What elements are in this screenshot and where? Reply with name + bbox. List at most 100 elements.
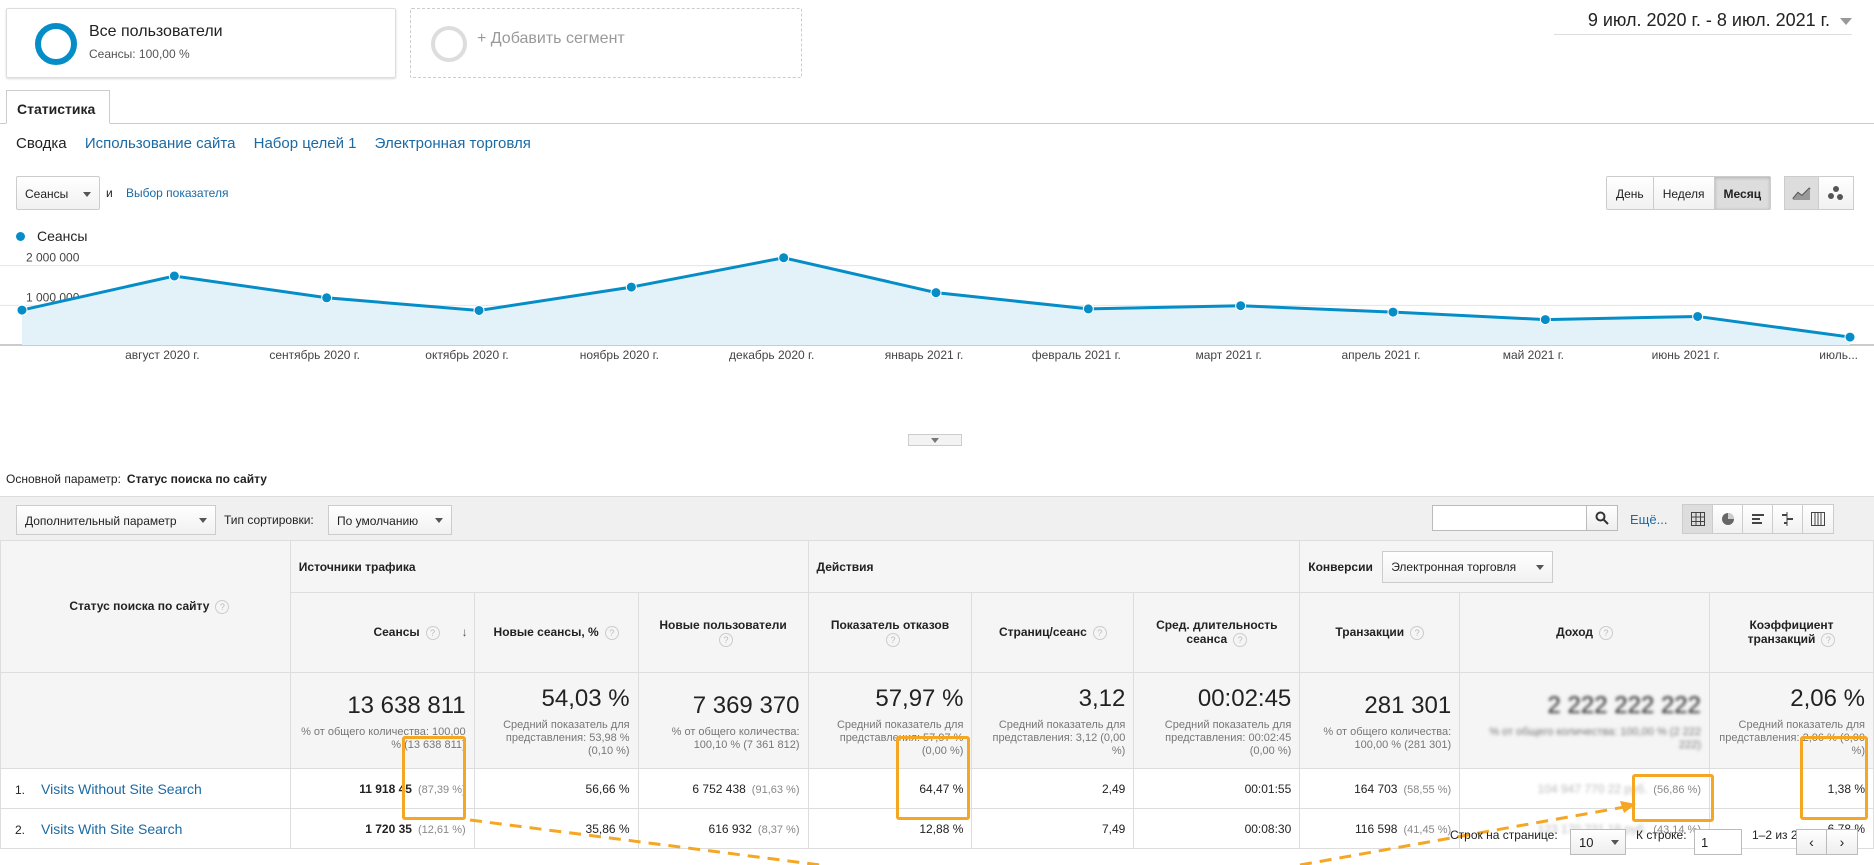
chevron-down-icon bbox=[435, 518, 443, 523]
row-new-users-pct: (8,37 %) bbox=[757, 823, 800, 836]
comparison-view-icon[interactable] bbox=[1773, 505, 1803, 533]
pivot-view-icon[interactable] bbox=[1803, 505, 1833, 533]
x-tick-label: июнь 2021 г. bbox=[1652, 348, 1720, 362]
segment-subtitle: Сеансы: 100,00 % bbox=[89, 47, 190, 61]
col-conversion-rate[interactable]: Коэффициент транзакций? bbox=[1709, 592, 1874, 673]
dimension-header[interactable]: Статус поиска по сайту? bbox=[0, 540, 291, 673]
tab-statistics[interactable]: Статистика bbox=[6, 90, 110, 124]
col-sessions[interactable]: Сеансы? ↓ bbox=[289, 592, 475, 673]
row-link[interactable]: Visits Without Site Search bbox=[41, 780, 202, 797]
subnav-site-usage[interactable]: Использование сайта bbox=[84, 135, 236, 152]
sort-type-value: По умолчанию bbox=[337, 514, 419, 528]
help-icon[interactable]: ? bbox=[604, 626, 619, 640]
col-transactions[interactable]: Транзакции? bbox=[1299, 592, 1461, 673]
total-value: 3,12 bbox=[1078, 685, 1126, 712]
col-new-sessions[interactable]: Новые сеансы, %? bbox=[473, 592, 639, 673]
metric-select[interactable]: Сеансы bbox=[16, 176, 100, 210]
granularity-day-button[interactable]: День bbox=[1607, 177, 1654, 209]
row-new-users: 6 752 438 (91,63 %) bbox=[637, 768, 809, 809]
subnav-summary[interactable]: Сводка bbox=[16, 135, 67, 152]
col-pages-per-session[interactable]: Страниц/сеанс? bbox=[971, 592, 1135, 673]
help-icon[interactable]: ? bbox=[425, 626, 440, 640]
total-subtext: % от общего количества: 100,00 % (2 222 … bbox=[1489, 725, 1701, 751]
help-icon[interactable]: ? bbox=[1092, 626, 1107, 640]
col-bounce-rate[interactable]: Показатель отказов? bbox=[807, 592, 973, 673]
add-segment-label: + Добавить сегмент bbox=[477, 30, 625, 47]
help-icon[interactable]: ? bbox=[1821, 633, 1836, 647]
secondary-dimension-select[interactable]: Дополнительный параметр bbox=[16, 505, 216, 535]
performance-view-icon[interactable] bbox=[1743, 505, 1773, 533]
search-icon bbox=[1595, 511, 1609, 525]
date-range-picker[interactable]: 9 июл. 2020 г. - 8 июл. 2021 г. bbox=[1588, 10, 1852, 31]
page-range: 1–2 из 2 bbox=[1752, 828, 1798, 842]
help-icon[interactable]: ? bbox=[1233, 633, 1248, 647]
row-bounce-rate: 64,47 % bbox=[807, 768, 973, 809]
next-page-button[interactable]: › bbox=[1827, 830, 1857, 854]
granularity-toggle: День Неделя Месяц bbox=[1606, 176, 1772, 210]
granularity-month-button[interactable]: Месяц bbox=[1714, 177, 1771, 209]
row-sessions: 11 918 45 (87,39 %) bbox=[289, 768, 475, 809]
chart-resize-handle[interactable] bbox=[908, 434, 962, 446]
x-tick-label: март 2021 г. bbox=[1195, 348, 1261, 362]
chevron-down-icon bbox=[1536, 564, 1545, 570]
line-chart-icon[interactable] bbox=[1785, 177, 1819, 209]
search-button[interactable] bbox=[1586, 505, 1618, 531]
subnav-goal-set[interactable]: Набор целей 1 bbox=[253, 135, 357, 152]
total-value: 57,97 % bbox=[875, 685, 964, 712]
goto-row-label: К строке: bbox=[1636, 828, 1687, 842]
subnav-ecommerce[interactable]: Электронная торговля bbox=[374, 135, 531, 152]
granularity-week-button[interactable]: Неделя bbox=[1653, 177, 1715, 209]
pie-view-icon[interactable] bbox=[1713, 505, 1743, 533]
goto-row-input[interactable]: 1 bbox=[1694, 829, 1742, 855]
x-tick-label: сентябрь 2020 г. bbox=[269, 348, 360, 362]
col-new-users[interactable]: Новые пользователи? bbox=[637, 592, 809, 673]
help-icon[interactable]: ? bbox=[1410, 626, 1425, 640]
data-point bbox=[168, 270, 180, 282]
row-new-sessions: 35,86 % bbox=[473, 808, 639, 849]
col-new-sessions-label: Новые сеансы, % bbox=[493, 625, 599, 639]
series-area bbox=[22, 257, 1850, 345]
total-cell: 2 222 222 222 % от общего количества: 100… bbox=[1459, 672, 1710, 769]
motion-chart-icon[interactable] bbox=[1819, 177, 1853, 209]
prev-page-button[interactable]: ‹ bbox=[1797, 830, 1827, 854]
x-tick-label: январь 2021 г. bbox=[885, 348, 964, 362]
legend-series-name: Сеансы bbox=[37, 228, 88, 244]
date-range-label: 9 июл. 2020 г. - 8 июл. 2021 г. bbox=[1587, 10, 1830, 30]
segment-all-users[interactable]: Все пользователи Сеансы: 100,00 % bbox=[6, 8, 396, 78]
primary-dimension-label: Основной параметр: bbox=[6, 472, 121, 486]
data-point bbox=[1387, 306, 1399, 318]
x-tick-label: октябрь 2020 г. bbox=[425, 348, 508, 362]
help-icon[interactable]: ? bbox=[885, 633, 900, 647]
help-icon[interactable]: ? bbox=[719, 633, 734, 647]
chevron-left-icon: ‹ bbox=[1809, 834, 1814, 850]
rows-per-page-select[interactable]: 10 bbox=[1570, 829, 1626, 855]
col-revenue[interactable]: Доход? bbox=[1459, 592, 1710, 673]
table-view-icon[interactable] bbox=[1683, 505, 1713, 533]
help-icon[interactable]: ? bbox=[215, 600, 230, 614]
total-value: 00:02:45 bbox=[1197, 685, 1292, 712]
row-transactions-pct: (58,55 %) bbox=[1403, 783, 1452, 796]
row-number: 2. bbox=[15, 822, 26, 837]
row-transactions-pct: (41,45 %) bbox=[1403, 823, 1452, 836]
data-point bbox=[1692, 310, 1704, 322]
col-avg-duration[interactable]: Сред. длительность сеанса? bbox=[1133, 592, 1301, 673]
help-icon[interactable]: ? bbox=[1599, 626, 1614, 640]
row-link[interactable]: Visits With Site Search bbox=[41, 820, 183, 837]
total-cell: 281 301 % от общего количества: 100,00 % … bbox=[1299, 672, 1461, 769]
tab-bar-line bbox=[0, 123, 1874, 124]
data-table: Статус поиска по сайту? Источники трафик… bbox=[0, 540, 1874, 849]
totals-row: 13 638 811 % от общего количества: 100,00… bbox=[0, 672, 1874, 769]
row-dimension-cell: 2. Visits With Site Search bbox=[0, 808, 291, 849]
pick-metric-link[interactable]: Выбор показателя bbox=[126, 186, 229, 200]
row-revenue-pct: (43,14 %) bbox=[1653, 823, 1701, 836]
row-sessions-value: 11 918 45 bbox=[359, 781, 412, 796]
sort-type-select[interactable]: По умолчанию bbox=[328, 505, 452, 535]
more-link[interactable]: Ещё... bbox=[1630, 512, 1668, 527]
add-segment-button[interactable]: + Добавить сегмент bbox=[410, 8, 802, 78]
col-revenue-label: Доход bbox=[1556, 625, 1594, 639]
x-tick-label: май 2021 г. bbox=[1503, 348, 1564, 362]
x-tick-label: декабрь 2020 г. bbox=[729, 348, 814, 362]
data-point bbox=[473, 304, 485, 316]
annotation-arrow-left bbox=[469, 818, 821, 865]
conversion-type-select[interactable]: Электронная торговля bbox=[1382, 550, 1554, 583]
